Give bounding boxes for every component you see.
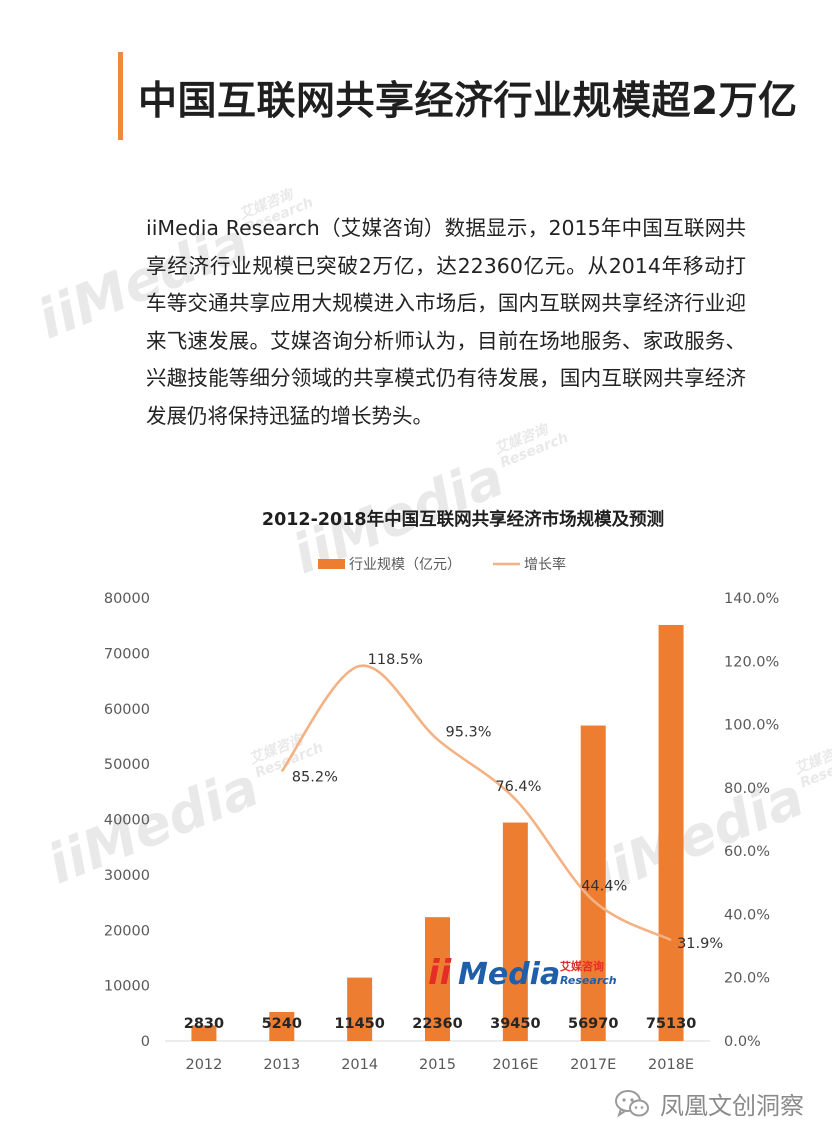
right-axis-tick-label: 0.0% [724, 1034, 761, 1050]
x-axis-tick-label: 2014 [341, 1057, 378, 1073]
left-axis-tick-label: 0 [141, 1034, 150, 1050]
growth-data-label: 118.5% [368, 652, 423, 668]
right-axis-tick-label: 80.0% [724, 781, 770, 797]
bar [580, 725, 606, 1041]
left-axis-tick-label: 70000 [104, 646, 150, 662]
right-axis-tick-label: 20.0% [724, 971, 770, 987]
bar-data-label: 56970 [568, 1016, 618, 1032]
legend-swatch-bar [318, 559, 345, 569]
x-axis-tick-label: 2013 [263, 1057, 300, 1073]
footer-brand-label: 凤凰文创洞察 [660, 1092, 804, 1120]
left-axis-tick-label: 30000 [104, 868, 150, 884]
x-axis-tick-label: 2017E [570, 1057, 616, 1073]
left-axis: 0 10000 20000 30000 40000 50000 60000 70000 8000… [104, 591, 150, 1050]
legend-label-line: 增长率 [524, 556, 566, 573]
iimedia-logo: ii Media 艾媒咨询 Research [428, 953, 617, 993]
left-axis-tick-label: 20000 [104, 923, 150, 939]
left-axis-tick-label: 80000 [104, 591, 150, 607]
market-size-chart: 2012-2018年中国互联网共享经济市场规模及预测 行业规模（亿元） 增长率 0… [104, 509, 779, 1073]
svg-text:Research: Research [560, 974, 617, 987]
right-axis: 0.0% 20.0% 40.0% 60.0% 80.0% 100.0% 120.0% 140.… [724, 591, 779, 1050]
left-axis-tick-label: 10000 [104, 979, 150, 995]
growth-data-label: 31.9% [677, 936, 723, 952]
legend-label-bar: 行业规模（亿元） [349, 557, 461, 573]
bar [425, 917, 450, 1041]
svg-text:艾媒咨询: 艾媒咨询 [560, 959, 604, 973]
bar-data-label: 11450 [334, 1016, 384, 1032]
growth-data-label: 76.4% [495, 779, 541, 795]
bar [191, 1025, 217, 1041]
growth-data-label: 85.2% [292, 769, 338, 785]
svg-text:Media: Media [458, 957, 560, 992]
footer-brand: 凤凰文创洞察 [614, 1086, 804, 1121]
page-title: 中国互联网共享经济行业规模超2万亿 [138, 79, 798, 124]
chart-title: 2012-2018年中国互联网共享经济市场规模及预测 [262, 509, 664, 530]
bar [347, 977, 373, 1041]
bar-series: 2830 5240 11450 22360 39450 56970 75130 [184, 624, 696, 1041]
x-axis-labels: 2012 2013 2014 2015 2016E 2017E 2018E [185, 1057, 694, 1073]
bar [502, 822, 528, 1041]
left-axis-tick-label: 40000 [104, 813, 150, 829]
bar [658, 624, 684, 1041]
x-axis-tick-label: 2016E [492, 1057, 538, 1073]
growth-line [280, 664, 672, 942]
chart-legend: 行业规模（亿元） 增长率 [318, 556, 566, 573]
x-axis-tick-label: 2015 [419, 1057, 456, 1073]
left-axis-tick-label: 50000 [104, 757, 150, 773]
intro-paragraph: iiMedia Research（艾媒咨询）数据显示，2015年中国互联网共享经… [146, 216, 746, 428]
title-accent-bar [118, 52, 123, 140]
left-axis-tick-label: 60000 [104, 702, 150, 718]
right-axis-tick-label: 40.0% [724, 907, 770, 923]
bar-data-label: 39450 [490, 1016, 540, 1032]
bar-data-label: 75130 [646, 1016, 696, 1032]
wechat-icon [614, 1089, 650, 1119]
growth-data-label: 95.3% [446, 724, 492, 740]
svg-text:ii: ii [428, 953, 453, 993]
x-axis-tick-label: 2018E [648, 1057, 694, 1073]
growth-line-series: 85.2% 118.5% 95.3% 76.4% 44.4% 31.9% [280, 652, 723, 952]
bar-data-label: 22360 [412, 1016, 462, 1032]
growth-data-label: 44.4% [581, 879, 627, 895]
bar [269, 1011, 295, 1041]
right-axis-tick-label: 140.0% [724, 591, 779, 607]
intro-text: iiMedia Research（艾媒咨询）数据显示，2015年中国互联网共享经… [146, 210, 746, 435]
x-axis-tick-label: 2012 [185, 1057, 222, 1073]
bar-data-label: 2830 [184, 1016, 224, 1032]
bar-data-label: 5240 [262, 1016, 302, 1032]
right-axis-tick-label: 100.0% [724, 718, 779, 734]
right-axis-tick-label: 120.0% [724, 654, 779, 670]
right-axis-tick-label: 60.0% [724, 844, 770, 860]
